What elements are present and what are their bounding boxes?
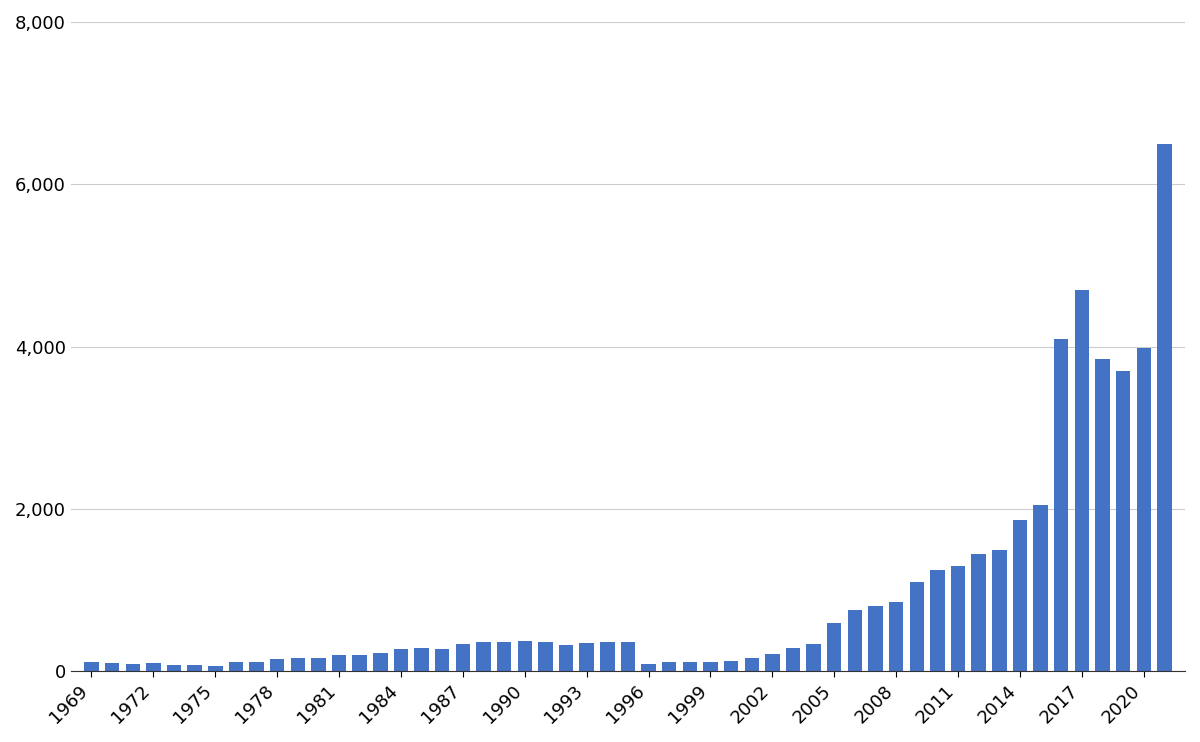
Bar (126, 664, 140, 672)
Bar (414, 648, 428, 672)
Bar (847, 610, 862, 672)
Bar (497, 642, 511, 672)
Bar (580, 643, 594, 672)
Bar (930, 570, 944, 672)
Bar (910, 582, 924, 672)
Bar (972, 554, 986, 672)
Bar (889, 603, 904, 672)
Bar (538, 642, 553, 672)
Bar (786, 648, 800, 672)
Bar (517, 640, 532, 672)
Bar (353, 655, 367, 672)
Bar (476, 642, 491, 672)
Bar (250, 663, 264, 672)
Bar (703, 662, 718, 672)
Bar (827, 623, 841, 672)
Bar (744, 658, 758, 672)
Bar (1054, 338, 1068, 672)
Bar (146, 663, 161, 672)
Bar (641, 664, 655, 672)
Bar (1033, 505, 1048, 672)
Bar (456, 644, 470, 672)
Bar (620, 642, 635, 672)
Bar (1136, 348, 1151, 672)
Bar (373, 653, 388, 672)
Bar (662, 663, 677, 672)
Bar (167, 665, 181, 672)
Bar (436, 649, 450, 672)
Bar (270, 659, 284, 672)
Bar (950, 566, 965, 672)
Bar (208, 666, 222, 672)
Bar (1157, 144, 1171, 672)
Bar (187, 665, 202, 672)
Bar (600, 642, 614, 672)
Bar (1116, 371, 1130, 672)
Bar (806, 644, 821, 672)
Bar (290, 658, 305, 672)
Bar (229, 663, 244, 672)
Bar (683, 662, 697, 672)
Bar (311, 657, 325, 672)
Bar (1013, 519, 1027, 672)
Bar (559, 645, 574, 672)
Bar (992, 551, 1007, 672)
Bar (104, 663, 119, 672)
Bar (84, 662, 98, 672)
Bar (869, 606, 883, 672)
Bar (724, 661, 738, 672)
Bar (1096, 359, 1110, 672)
Bar (766, 654, 780, 672)
Bar (1075, 290, 1090, 672)
Bar (332, 655, 347, 672)
Bar (394, 649, 408, 672)
